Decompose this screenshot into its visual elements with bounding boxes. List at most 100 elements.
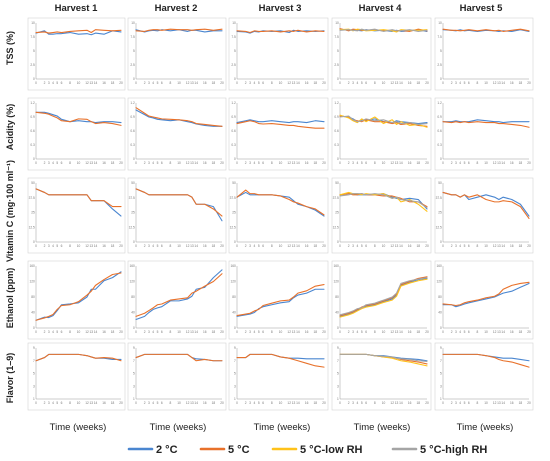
x-tick-label: 16 bbox=[102, 81, 106, 85]
x-tick-label: 18 bbox=[519, 161, 523, 165]
x-tick-label: 18 bbox=[519, 401, 523, 405]
y-tick-label: 1 bbox=[33, 397, 35, 401]
y-tick-label: 7.5 bbox=[231, 35, 236, 39]
panel-r3-c1: 0 2 3 4 5 6 8 10 12 13 14 16 18 20 0 12.5 25 37.5 50 bbox=[27, 177, 126, 254]
x-tick-label: 0 bbox=[135, 330, 137, 334]
panel-frame bbox=[27, 342, 126, 411]
y-tick-label: 9 bbox=[440, 346, 442, 350]
x-tick-label: 14 bbox=[296, 81, 300, 85]
y-tick-label: 1 bbox=[337, 397, 339, 401]
x-tick-label: 16 bbox=[408, 330, 412, 334]
y-tick-label: 0 bbox=[440, 77, 442, 81]
y-tick-label: 0.6 bbox=[334, 129, 339, 133]
x-tick-label: 0 bbox=[135, 161, 137, 165]
x-tick-label: 20 bbox=[119, 161, 123, 165]
x-tick-label: 2 bbox=[144, 81, 146, 85]
x-tick-label: 20 bbox=[322, 81, 326, 85]
x-tick-label: 4 bbox=[52, 161, 54, 165]
x-tick-label: 20 bbox=[527, 81, 531, 85]
x-tick-label: 8 bbox=[271, 244, 273, 248]
y-tick-label: 25 bbox=[31, 211, 35, 215]
series-line-2-c bbox=[135, 269, 223, 321]
x-tick-label: 14 bbox=[94, 161, 98, 165]
x-tick-label: 14 bbox=[399, 81, 403, 85]
x-tick-label: 18 bbox=[519, 330, 523, 334]
panel-frame bbox=[434, 342, 534, 411]
x-tick-label: 5 bbox=[361, 330, 363, 334]
row-label-tss: TSS (%) bbox=[5, 31, 15, 65]
row-label-flavor: Flavor (1–9) bbox=[5, 353, 15, 404]
x-tick-label: 14 bbox=[399, 330, 403, 334]
x-tick-label: 14 bbox=[296, 401, 300, 405]
x-tick-label: 2 bbox=[451, 161, 453, 165]
x-tick-label: 14 bbox=[399, 161, 403, 165]
panel-r4-c3: 0 2 3 4 5 6 8 10 12 13 14 16 18 20 0 40 80 120 160 bbox=[228, 260, 329, 340]
x-tick-label: 20 bbox=[119, 81, 123, 85]
x-tick-label: 4 bbox=[152, 244, 154, 248]
x-tick-label: 13 bbox=[395, 81, 399, 85]
series-line-5-c bbox=[135, 28, 223, 32]
x-tick-label: 4 bbox=[459, 401, 461, 405]
x-tick-label: 18 bbox=[314, 161, 318, 165]
series-line-5-c bbox=[35, 272, 122, 321]
y-tick-label: 10 bbox=[131, 21, 135, 25]
series-line-5-c bbox=[35, 29, 122, 34]
y-tick-label: 0.9 bbox=[437, 115, 442, 119]
x-tick-label: 8 bbox=[69, 401, 71, 405]
x-tick-label: 16 bbox=[102, 330, 106, 334]
x-tick-label: 3 bbox=[455, 161, 457, 165]
y-tick-label: 0.3 bbox=[130, 143, 135, 147]
y-tick-label: 7 bbox=[234, 359, 236, 363]
x-tick-label: 4 bbox=[152, 401, 154, 405]
x-tick-label: 12 bbox=[493, 161, 497, 165]
x-tick-label: 20 bbox=[527, 401, 531, 405]
panel-frame bbox=[27, 260, 126, 340]
y-tick-label: 0 bbox=[133, 240, 135, 244]
x-tick-label: 12 bbox=[390, 330, 394, 334]
y-tick-label: 160 bbox=[436, 264, 442, 268]
x-tick-label: 12 bbox=[390, 161, 394, 165]
y-tick-label: 2.5 bbox=[231, 63, 236, 67]
y-tick-label: 7 bbox=[440, 359, 442, 363]
legend: 2 °C 5 °C 5 °C-low RH 5 °C-high RH bbox=[127, 444, 487, 456]
series-line-5-c-low-rh bbox=[339, 278, 428, 318]
x-tick-label: 12 bbox=[493, 244, 497, 248]
x-tick-label: 5 bbox=[258, 244, 260, 248]
y-tick-label: 40 bbox=[335, 311, 339, 315]
x-tick-label: 5 bbox=[464, 161, 466, 165]
y-tick-label: 0 bbox=[440, 326, 442, 330]
x-tick-label: 0 bbox=[35, 401, 37, 405]
x-tick-label: 3 bbox=[48, 244, 50, 248]
series-line-5-c bbox=[236, 353, 325, 368]
y-tick-label: 12.5 bbox=[436, 225, 442, 229]
x-tick-label: 8 bbox=[69, 161, 71, 165]
row-label-ethanol: Ethanol (ppm) bbox=[5, 268, 15, 329]
x-tick-label: 0 bbox=[339, 161, 341, 165]
x-tick-label: 4 bbox=[152, 81, 154, 85]
x-tick-label: 0 bbox=[35, 161, 37, 165]
x-tick-label: 14 bbox=[94, 401, 98, 405]
x-tick-label: 18 bbox=[519, 244, 523, 248]
y-tick-label: 0 bbox=[33, 240, 35, 244]
panel-r3-c3: 0 2 3 4 5 6 8 10 12 13 14 16 18 20 0 12.5 25 37.5 50 bbox=[228, 177, 329, 254]
x-tick-label: 6 bbox=[262, 81, 264, 85]
y-tick-label: 0 bbox=[440, 240, 442, 244]
x-tick-label: 12 bbox=[287, 401, 291, 405]
y-tick-label: 7.5 bbox=[130, 35, 135, 39]
x-tick-label: 3 bbox=[455, 81, 457, 85]
x-tick-label: 6 bbox=[61, 330, 63, 334]
y-tick-label: 12.5 bbox=[29, 225, 35, 229]
x-tick-label: 20 bbox=[527, 330, 531, 334]
x-tick-label: 12 bbox=[390, 244, 394, 248]
y-tick-label: 37.5 bbox=[129, 196, 135, 200]
series-line-5-c bbox=[236, 189, 325, 216]
y-tick-label: 0.6 bbox=[30, 129, 35, 133]
y-tick-label: 9 bbox=[133, 346, 135, 350]
x-tick-label: 0 bbox=[339, 244, 341, 248]
x-tick-label: 5 bbox=[157, 401, 159, 405]
